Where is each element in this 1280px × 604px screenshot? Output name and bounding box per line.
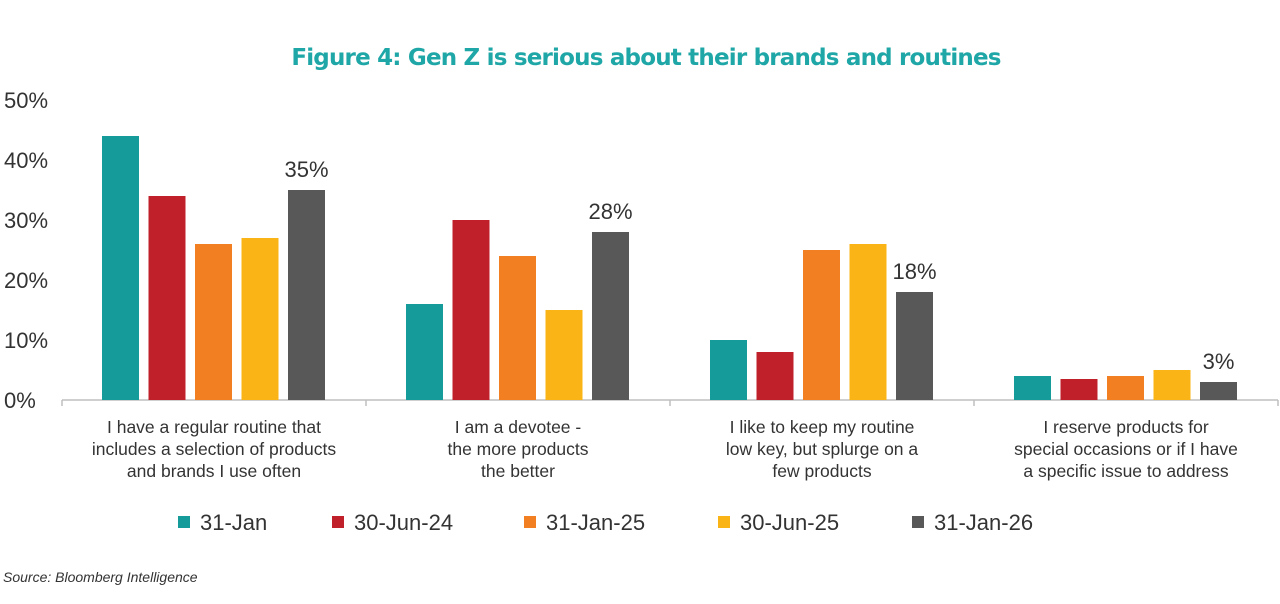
legend-swatch-30-jun-24 — [332, 516, 344, 528]
bar-30-jun-24-cat-2 — [452, 220, 490, 400]
legend-swatch-31-jan — [178, 516, 190, 528]
data-label: 3% — [1203, 349, 1235, 374]
bar-30-jun-25-cat-3 — [849, 244, 887, 400]
category-label: the better — [481, 461, 555, 481]
bar-31-jan-26-cat-4 — [1200, 382, 1237, 400]
data-labels: 35% 28% 18% 3% — [284, 157, 1234, 374]
legend-swatch-30-jun-25 — [718, 516, 730, 528]
category-label: and brands I use often — [127, 461, 301, 481]
data-label: 18% — [892, 259, 936, 284]
chart-title: Figure 4: Gen Z is serious about their b… — [291, 45, 1000, 71]
category-label: I like to keep my routine — [730, 417, 915, 437]
y-tick-label: 50% — [4, 88, 48, 113]
category-label: I reserve products for — [1043, 417, 1209, 437]
bar-30-jun-25-cat-1 — [241, 238, 279, 400]
category-label: includes a selection of products — [92, 439, 336, 459]
category-label: I am a devotee - — [455, 417, 582, 437]
bar-31-jan-26-cat-1 — [288, 190, 325, 400]
bar-31-jan-26-cat-2 — [592, 232, 629, 400]
y-tick-label: 20% — [4, 268, 48, 293]
bar-30-jun-25-cat-2 — [545, 310, 583, 400]
y-tick-label: 10% — [4, 328, 48, 353]
data-label: 28% — [588, 199, 632, 224]
bar-30-jun-24-cat-1 — [148, 196, 186, 400]
y-tick-label: 30% — [4, 208, 48, 233]
bar-31-jan-25-cat-1 — [195, 244, 232, 400]
bar-31-jan-25-cat-4 — [1107, 376, 1144, 400]
y-axis: 0% 10% 20% 30% 40% 50% — [4, 88, 48, 413]
bar-31-jan-26-cat-3 — [896, 292, 933, 400]
bar-31-jan-25-cat-2 — [499, 256, 536, 400]
bar-30-jun-24-cat-4 — [1060, 379, 1098, 400]
x-axis — [61, 399, 1279, 406]
legend-swatch-31-jan-26 — [912, 516, 924, 528]
bar-30-jun-25-cat-4 — [1153, 370, 1191, 400]
legend-label: 31-Jan-25 — [546, 510, 645, 535]
category-label: a specific issue to address — [1023, 461, 1228, 481]
bar-31-jan-25-cat-3 — [803, 250, 840, 400]
legend-label: 31-Jan-26 — [934, 510, 1033, 535]
bar-30-jun-24-cat-3 — [756, 352, 794, 400]
legend-label: 30-Jun-24 — [354, 510, 453, 535]
category-label: low key, but splurge on a — [726, 439, 919, 459]
bar-31-jan-cat-1 — [102, 136, 139, 400]
y-tick-label: 0% — [4, 388, 36, 413]
legend-label: 30-Jun-25 — [740, 510, 839, 535]
bar-31-jan-cat-3 — [710, 340, 747, 400]
bars — [102, 136, 1237, 400]
category-label: the more products — [447, 439, 588, 459]
legend-label: 31-Jan — [200, 510, 267, 535]
category-label: I have a regular routine that — [107, 417, 321, 437]
bar-31-jan-cat-2 — [406, 304, 443, 400]
category-label: special occasions or if I have — [1014, 439, 1238, 459]
legend: 31-Jan 30-Jun-24 31-Jan-25 30-Jun-25 31-Jan-… — [178, 510, 1033, 535]
y-tick-label: 40% — [4, 148, 48, 173]
category-label: few products — [772, 461, 871, 481]
source-note: Source: Bloomberg Intelligence — [3, 569, 198, 585]
bar-31-jan-cat-4 — [1014, 376, 1051, 400]
legend-swatch-31-jan-25 — [524, 516, 536, 528]
data-label: 35% — [284, 157, 328, 182]
